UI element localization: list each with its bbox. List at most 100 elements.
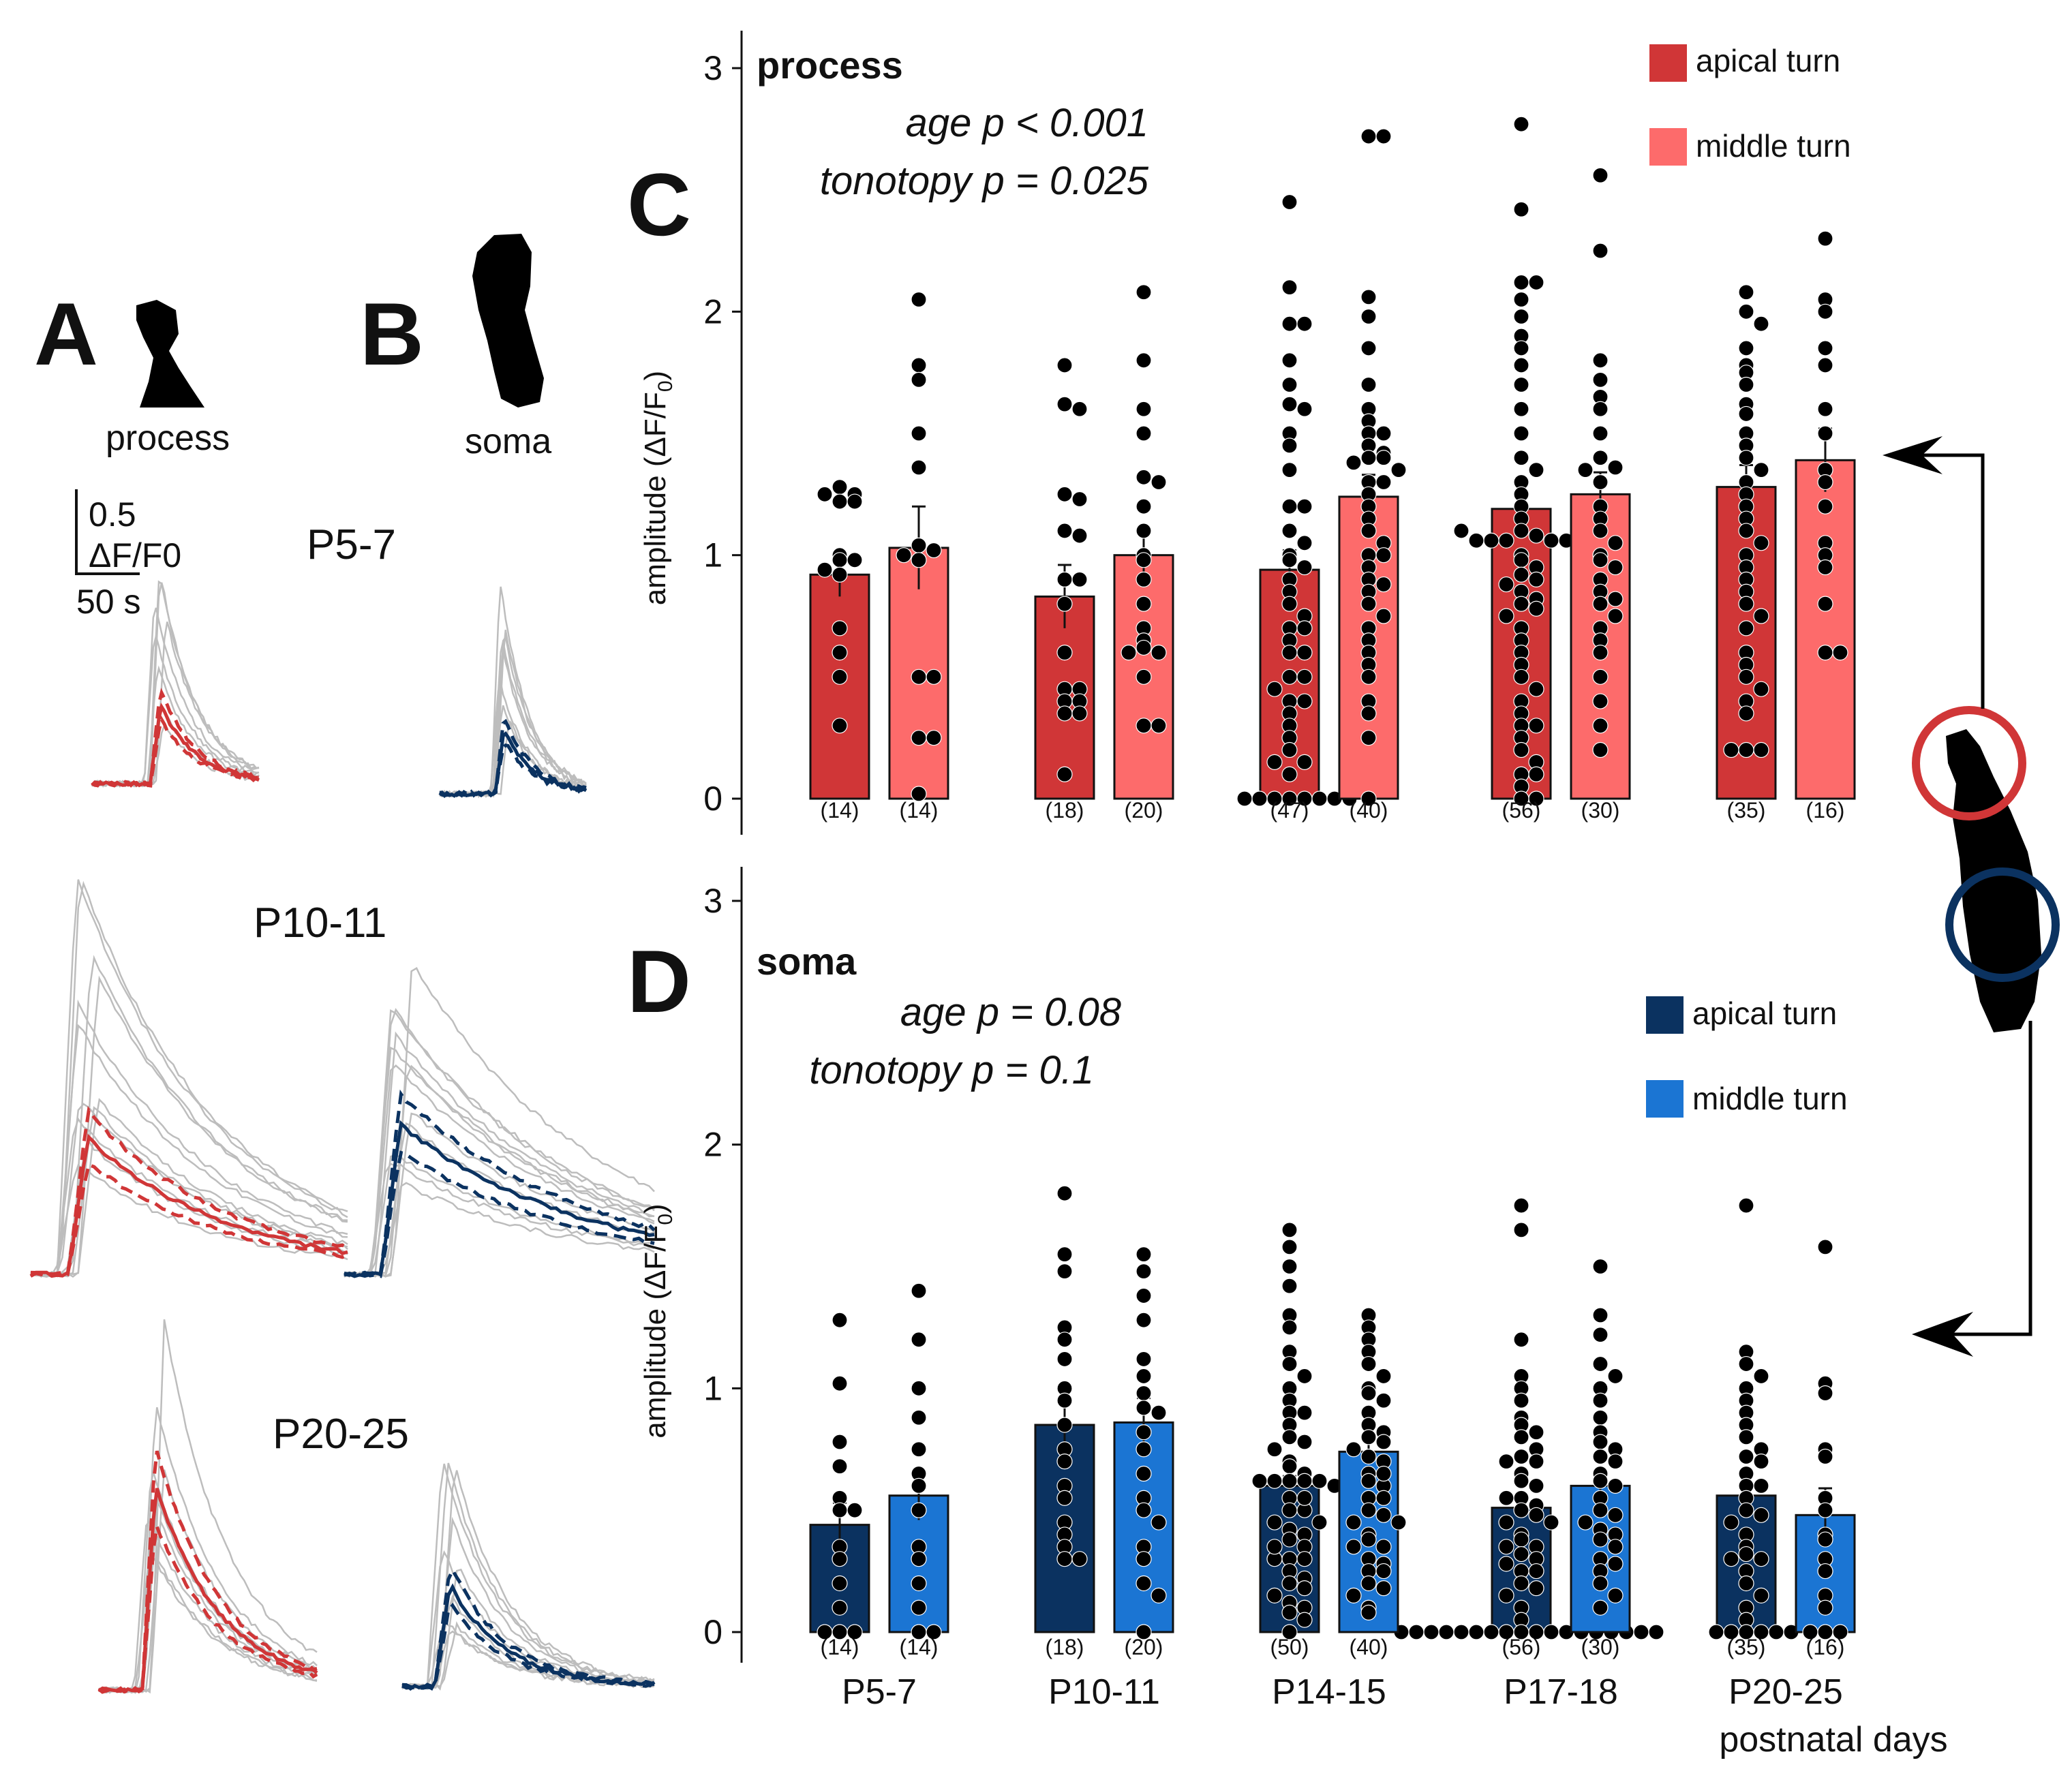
data-point <box>1281 552 1298 568</box>
data-point <box>1528 274 1544 291</box>
data-point <box>1817 425 1833 442</box>
data-point <box>1592 474 1609 491</box>
data-point <box>1817 357 1833 373</box>
data-point <box>1738 1546 1754 1563</box>
soma-label: soma <box>465 422 551 461</box>
data-point <box>1360 1355 1377 1372</box>
data-point <box>1375 1434 1392 1450</box>
data-point <box>911 552 927 568</box>
data-point <box>1296 1490 1313 1506</box>
data-point <box>1423 1624 1439 1640</box>
data-point <box>1592 1575 1609 1592</box>
data-point <box>911 786 927 802</box>
data-point <box>1513 741 1529 758</box>
x-category-label: P14-15 <box>1272 1672 1386 1712</box>
p20-process-sem-lower-trace <box>98 1520 318 1694</box>
x-category-label: P5-7 <box>842 1672 917 1712</box>
data-point <box>832 493 848 510</box>
data-point <box>1453 1624 1469 1640</box>
data-point <box>1375 1368 1392 1385</box>
data-point <box>1607 559 1624 576</box>
data-point <box>1056 1351 1073 1368</box>
data-point <box>1753 741 1769 758</box>
data-point <box>1592 552 1609 568</box>
legend-d-apical-swatch <box>1646 996 1684 1034</box>
data-point <box>1607 1454 1624 1470</box>
data-point <box>1528 1424 1544 1441</box>
chart-d: 0 1 2 3 amplitude (ΔF/F0) (14) (18) (50) (56) (35… <box>639 867 1856 1663</box>
data-point <box>1592 669 1609 685</box>
data-point <box>1543 532 1559 549</box>
chart-c: 0 1 2 3 amplitude (ΔF/F0) (14) (18) (47) (56) (35… <box>639 31 1856 835</box>
data-point <box>1296 401 1313 417</box>
data-point <box>1753 608 1769 624</box>
data-point <box>1738 1502 1754 1518</box>
grey-trace <box>30 1106 348 1278</box>
panel-d: D soma age p = 0.08 tonotopy p = 0.1 0 1 2… <box>627 867 1856 1663</box>
arrow-to-soma-head <box>1912 1312 1973 1357</box>
data-point <box>1345 1539 1362 1555</box>
data-point <box>1056 766 1073 782</box>
data-point <box>1375 576 1392 593</box>
data-point <box>1281 461 1298 478</box>
n-count-label: (16) <box>1806 1635 1845 1659</box>
panel-c-title: process <box>757 44 903 87</box>
data-point <box>1056 1392 1073 1409</box>
panel-c-stat-age: age p < 0.001 <box>906 101 1148 145</box>
data-point <box>911 1441 927 1458</box>
data-point <box>1136 571 1152 588</box>
data-point <box>1281 669 1298 685</box>
data-point <box>1281 352 1298 369</box>
data-point <box>1056 571 1073 588</box>
n-count-label: (56) <box>1502 1635 1541 1659</box>
data-point <box>832 669 848 685</box>
data-point <box>1513 596 1529 612</box>
data-point <box>1498 1539 1514 1555</box>
data-point <box>1281 316 1298 332</box>
data-point <box>1592 425 1609 442</box>
data-point <box>1281 741 1298 758</box>
p5-process-sem-upper-trace <box>91 688 259 788</box>
data-point <box>1136 1400 1152 1416</box>
data-point <box>1817 340 1833 356</box>
panel-letter-a: A <box>34 284 98 384</box>
data-point <box>1360 1429 1377 1445</box>
data-point <box>1136 498 1152 514</box>
data-point <box>1738 1575 1754 1592</box>
data-point <box>1723 741 1739 758</box>
data-point <box>1592 371 1609 388</box>
n-count-label: (35) <box>1727 798 1766 823</box>
data-point <box>1528 461 1544 478</box>
data-point <box>1296 535 1313 551</box>
data-point <box>1753 1551 1769 1567</box>
grey-trace <box>30 975 348 1278</box>
data-point <box>1281 1258 1298 1275</box>
data-point <box>1136 1441 1152 1458</box>
y-tick-label: 1 <box>703 536 722 574</box>
data-point <box>832 644 848 661</box>
data-point <box>847 552 863 568</box>
data-point <box>1817 474 1833 491</box>
data-point <box>832 620 848 636</box>
data-point <box>1281 1319 1298 1336</box>
n-count-label: (14) <box>821 1635 859 1659</box>
data-point <box>1832 644 1848 661</box>
data-point <box>1360 450 1377 466</box>
data-point <box>1738 376 1754 393</box>
data-point <box>1592 1258 1609 1275</box>
data-point <box>1136 596 1152 612</box>
grey-trace <box>91 607 260 788</box>
grey-trace <box>30 955 348 1276</box>
data-point <box>1056 596 1073 612</box>
data-point <box>1513 401 1529 417</box>
data-point <box>1056 523 1073 539</box>
data-point <box>1281 1429 1298 1445</box>
grey-trace <box>344 1182 655 1278</box>
data-point <box>926 669 942 685</box>
n-count-label: (35) <box>1727 1635 1766 1659</box>
data-point <box>1513 1575 1529 1592</box>
data-point <box>1577 461 1594 478</box>
x-category-label: P17-18 <box>1504 1672 1618 1712</box>
data-point <box>1311 1473 1328 1489</box>
legend-c-middle-swatch <box>1649 128 1687 166</box>
